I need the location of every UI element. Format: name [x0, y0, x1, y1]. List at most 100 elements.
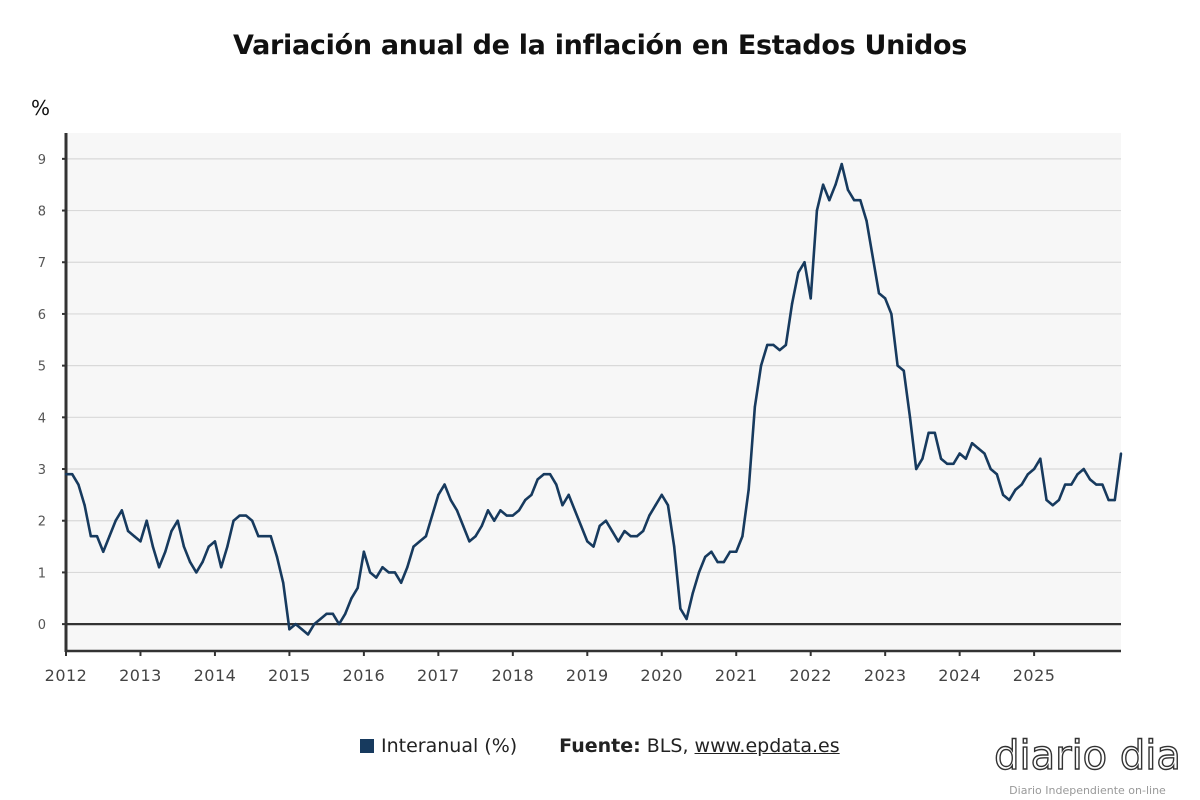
data-point [275, 555, 279, 559]
data-point [1119, 452, 1123, 455]
y-tick-label: 4 [38, 411, 46, 426]
data-point [809, 297, 812, 300]
data-point [573, 509, 577, 512]
data-point [1008, 498, 1011, 502]
data-point [325, 612, 328, 615]
data-point [126, 529, 130, 533]
data-point [449, 498, 452, 502]
data-point [672, 545, 676, 548]
data-point [300, 628, 304, 631]
data-point [660, 493, 663, 497]
data-point [139, 540, 142, 543]
data-point [95, 535, 99, 538]
data-point [201, 560, 204, 564]
data-point [877, 292, 881, 295]
data-point [257, 535, 260, 538]
data-point [1101, 483, 1104, 486]
data-point [64, 472, 68, 476]
source-prefix: Fuente: [559, 735, 641, 757]
data-point [1076, 472, 1079, 476]
x-tick-label: 2017 [417, 666, 460, 685]
data-point [430, 514, 434, 517]
data-point [896, 364, 899, 367]
data-point [908, 416, 912, 419]
data-point [480, 524, 483, 528]
x-tick-label: 2021 [715, 666, 758, 685]
data-point [1001, 493, 1005, 497]
data-point [102, 550, 105, 553]
data-point [641, 529, 645, 533]
data-point [362, 550, 366, 553]
data-point [1094, 483, 1098, 486]
data-point [350, 597, 353, 600]
x-tick-label: 2019 [566, 666, 609, 685]
data-point [592, 545, 595, 548]
data-point [474, 535, 477, 538]
data-point [226, 545, 229, 548]
x-tick-label: 2025 [1013, 666, 1056, 685]
data-point [114, 519, 117, 522]
data-point [1088, 478, 1092, 481]
x-tick-label: 2013 [119, 666, 162, 685]
data-point [890, 312, 893, 316]
data-point [921, 457, 924, 460]
data-point [461, 524, 465, 528]
data-point [213, 540, 217, 543]
data-point [759, 364, 763, 367]
logo-tagline: Diario Independiente on-line [1009, 784, 1166, 797]
data-point [344, 612, 347, 615]
data-point [182, 545, 186, 548]
x-tick-label: 2016 [343, 666, 386, 685]
data-point [306, 633, 310, 636]
x-tick-label: 2024 [938, 666, 981, 685]
data-point [517, 509, 521, 512]
data-point [263, 535, 266, 538]
data-point [902, 369, 905, 373]
y-tick-label: 9 [38, 153, 46, 168]
data-point [393, 571, 397, 574]
data-point [939, 457, 943, 460]
series-group [64, 162, 1123, 636]
data-point [946, 462, 949, 466]
data-point [238, 514, 241, 517]
data-point [666, 504, 670, 507]
data-point [803, 261, 806, 264]
data-point [859, 199, 862, 202]
data-point [530, 493, 533, 497]
data-point [505, 514, 508, 517]
data-point [207, 545, 210, 548]
data-point [108, 535, 111, 538]
y-axis-ticks: 0 1 2 3 4 5 6 7 8 9 [38, 153, 66, 633]
data-point [232, 519, 235, 522]
data-point [437, 493, 440, 497]
data-point [157, 566, 161, 569]
source-link[interactable]: www.epdata.es [694, 735, 840, 757]
data-point [797, 271, 800, 274]
data-point [728, 550, 732, 553]
data-point [548, 472, 552, 476]
data-point [635, 535, 639, 538]
data-point [387, 571, 390, 574]
data-point [486, 509, 490, 512]
data-point [741, 535, 744, 538]
legend-swatch-icon [360, 739, 374, 753]
data-point [399, 581, 403, 584]
data-point [685, 617, 688, 621]
data-point [542, 472, 546, 476]
data-point [282, 581, 285, 584]
data-point [455, 509, 459, 512]
data-point [604, 519, 608, 522]
data-point [964, 457, 968, 460]
data-point [536, 478, 539, 481]
data-point [586, 540, 589, 543]
x-tick-label: 2020 [640, 666, 683, 685]
data-point [424, 535, 428, 538]
data-point [933, 431, 937, 435]
data-point [468, 540, 471, 543]
data-point [970, 441, 974, 445]
y-tick-label: 6 [38, 308, 46, 323]
data-point [722, 560, 726, 564]
data-point [772, 343, 775, 347]
data-point [815, 209, 819, 212]
